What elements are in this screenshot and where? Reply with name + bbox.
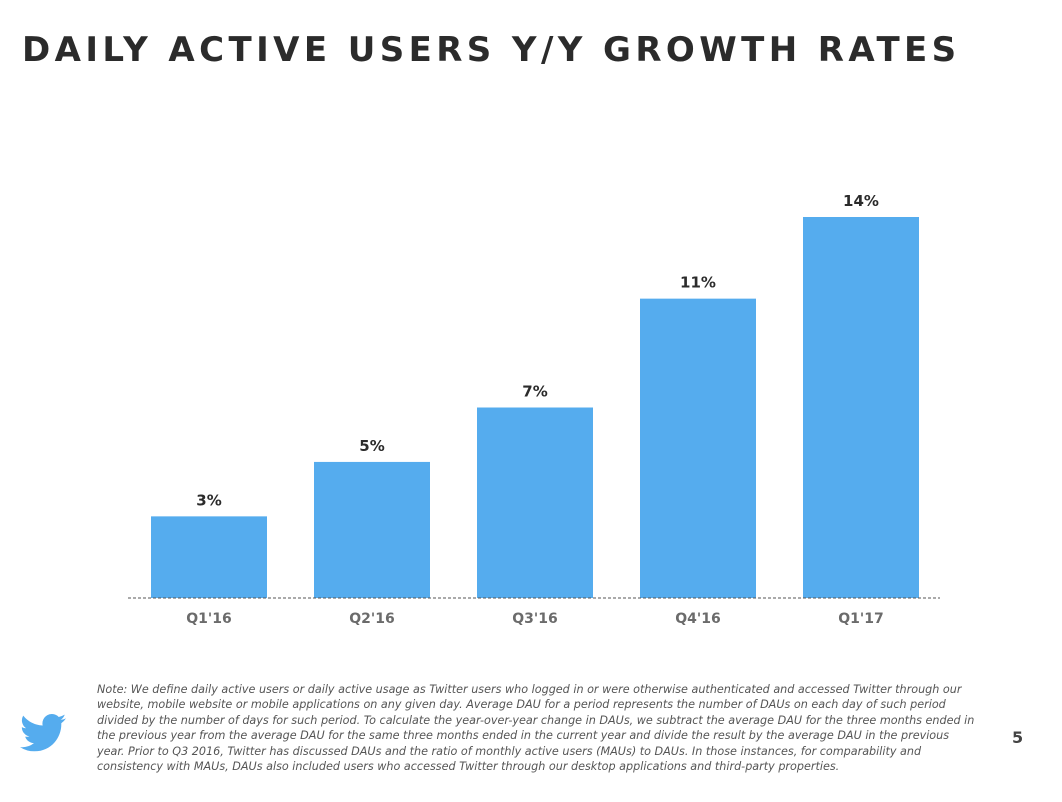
twitter-bird-icon — [20, 713, 66, 752]
x-tick-label-2: Q3'16 — [512, 611, 557, 627]
bar-1 — [314, 461, 430, 598]
bar-2 — [477, 407, 593, 598]
bar-chart: 3% 5% 7% 11% 14% Q1'16 Q2'16 Q3'16 Q4'16 Q1'17 — [128, 192, 940, 627]
data-labels-group: 3% 5% 7% 11% 14% — [196, 192, 879, 509]
x-tick-label-3: Q4'16 — [675, 611, 720, 627]
bar-0 — [151, 516, 267, 598]
data-label-1: 5% — [359, 437, 384, 455]
x-tick-label-0: Q1'16 — [186, 611, 231, 627]
page-number: 5 — [1012, 728, 1024, 747]
x-tick-label-4: Q1'17 — [838, 611, 883, 627]
data-label-4: 14% — [843, 192, 879, 210]
data-label-2: 7% — [522, 383, 547, 401]
page-title: DAILY ACTIVE USERS Y/Y GROWTH RATES — [22, 30, 961, 70]
data-label-0: 3% — [196, 491, 221, 509]
footnote: Note: We define daily active users or da… — [97, 683, 975, 774]
x-tick-label-1: Q2'16 — [349, 611, 394, 627]
data-label-3: 11% — [680, 274, 716, 292]
x-tick-labels-group: Q1'16 Q2'16 Q3'16 Q4'16 Q1'17 — [186, 611, 883, 627]
bars-group — [151, 217, 919, 598]
bar-3 — [640, 298, 756, 598]
bar-4 — [803, 217, 919, 598]
